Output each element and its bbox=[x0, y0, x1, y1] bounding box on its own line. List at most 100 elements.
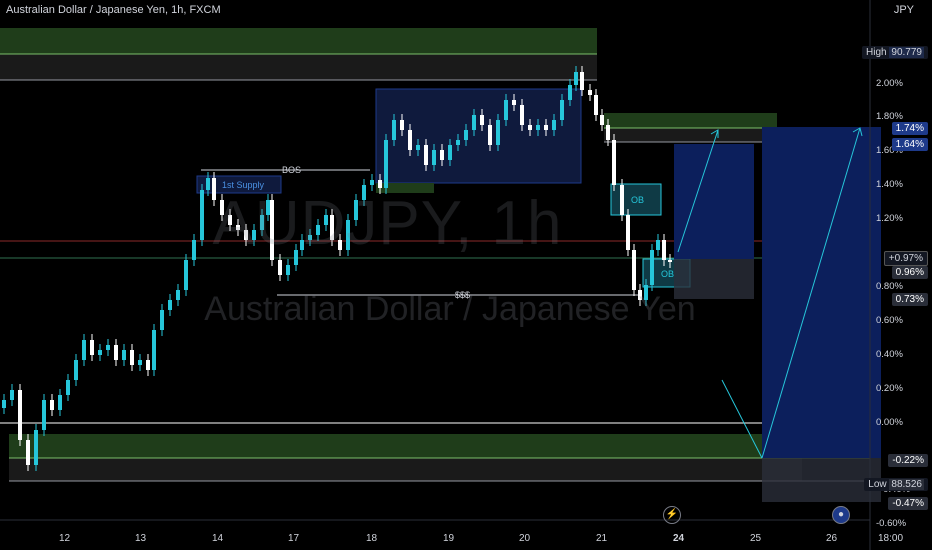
first-supply-box bbox=[196, 175, 282, 194]
candle-body bbox=[656, 240, 660, 250]
candle-body bbox=[424, 145, 428, 165]
long-position-1-target[interactable] bbox=[674, 144, 754, 259]
candle-body bbox=[66, 380, 70, 395]
candle-body bbox=[632, 250, 636, 290]
low-value: 88.526 bbox=[889, 479, 924, 490]
candle-body bbox=[650, 250, 654, 285]
candle-body bbox=[26, 440, 30, 465]
candle-body bbox=[106, 345, 110, 350]
x-tick: 25 bbox=[750, 533, 762, 544]
top-zone-green bbox=[0, 28, 597, 54]
candle-body bbox=[58, 395, 62, 410]
x-tick: 18 bbox=[366, 533, 378, 544]
candle-body bbox=[212, 178, 216, 200]
candle-body bbox=[236, 225, 240, 230]
candle-body bbox=[668, 260, 672, 262]
x-tick: 24 bbox=[673, 533, 685, 544]
badge-current: +0.97% bbox=[883, 251, 928, 266]
candles-group bbox=[2, 66, 672, 471]
chart-title: Australian Dollar / Japanese Yen, 1h, FX… bbox=[6, 4, 221, 16]
low-label: Low bbox=[868, 479, 887, 490]
y-tick: 2.00% bbox=[876, 78, 903, 89]
candle-body bbox=[496, 120, 500, 145]
bos-label: BOS bbox=[282, 165, 302, 175]
lightning-icon[interactable]: ⚡ bbox=[663, 506, 681, 524]
candle-body bbox=[252, 230, 256, 240]
candle-body bbox=[662, 240, 666, 260]
candle-body bbox=[408, 130, 412, 150]
candle-body bbox=[606, 125, 610, 140]
candle-body bbox=[638, 290, 642, 300]
x-tick: 19 bbox=[443, 533, 455, 544]
long-position-2-stop[interactable] bbox=[762, 458, 881, 502]
long-position-1-stop[interactable] bbox=[674, 259, 754, 299]
candle-body bbox=[580, 72, 584, 90]
candle-body bbox=[152, 330, 156, 370]
candle-body bbox=[192, 240, 196, 260]
candle-body bbox=[626, 215, 630, 250]
candle-body bbox=[122, 350, 126, 360]
right-zone-green bbox=[604, 113, 777, 128]
candle-body bbox=[286, 265, 290, 275]
range-demand bbox=[376, 183, 434, 193]
candle-body bbox=[612, 140, 616, 185]
candle-body bbox=[324, 215, 328, 225]
high-label: High bbox=[866, 47, 887, 58]
candle-body bbox=[338, 240, 342, 250]
news-icon[interactable]: ● bbox=[832, 506, 850, 524]
x-tick: 26 bbox=[826, 533, 838, 544]
currency-label: JPY bbox=[893, 4, 914, 16]
candle-body bbox=[160, 310, 164, 330]
candle-body bbox=[90, 340, 94, 355]
high-value: 90.779 bbox=[889, 47, 924, 58]
supply-label: 1st Supply bbox=[222, 180, 265, 190]
candle-body bbox=[464, 130, 468, 140]
candle-body bbox=[480, 115, 484, 125]
candle-body bbox=[130, 350, 134, 365]
ob-lower-label: OB bbox=[661, 269, 675, 279]
candle-body bbox=[552, 120, 556, 130]
candle-body bbox=[114, 345, 118, 360]
top-zone-grey bbox=[0, 54, 597, 80]
candle-body bbox=[370, 180, 374, 185]
candle-body bbox=[512, 100, 516, 105]
candle-body bbox=[184, 260, 188, 290]
x-tick: 18:00 bbox=[878, 533, 904, 544]
y-tick: 1.80% bbox=[876, 111, 903, 122]
candle-body bbox=[244, 230, 248, 240]
candle-body bbox=[138, 360, 142, 365]
candle-body bbox=[34, 430, 38, 465]
candle-body bbox=[528, 125, 532, 130]
candle-body bbox=[260, 215, 264, 230]
candle-body bbox=[440, 150, 444, 160]
candle-body bbox=[220, 200, 224, 215]
candle-body bbox=[400, 120, 404, 130]
candle-body bbox=[206, 178, 210, 190]
badge-073: 0.73% bbox=[891, 293, 928, 306]
candle-body bbox=[42, 400, 46, 430]
candle-body bbox=[362, 185, 366, 200]
candle-body bbox=[416, 145, 420, 150]
y-tick: 0.00% bbox=[876, 417, 903, 428]
y-tick: 1.40% bbox=[876, 179, 903, 190]
bottom-zone-green bbox=[9, 434, 802, 458]
candle-body bbox=[378, 180, 382, 188]
candle-body bbox=[354, 200, 358, 220]
candle-body bbox=[98, 350, 102, 355]
candle-body bbox=[10, 390, 14, 400]
candle-body bbox=[270, 200, 274, 260]
right-zone-grey bbox=[604, 128, 777, 142]
liquidity-label: $$$ bbox=[455, 290, 471, 300]
candle-body bbox=[346, 220, 350, 250]
candle-body bbox=[588, 90, 592, 95]
badge-164: 1.64% bbox=[891, 138, 928, 151]
candle-body bbox=[520, 105, 524, 125]
long-position-2-target[interactable] bbox=[762, 127, 881, 458]
x-tick: 21 bbox=[596, 533, 608, 544]
watermark-name: Australian Dollar / Japanese Yen bbox=[204, 290, 696, 328]
candle-body bbox=[620, 185, 624, 215]
y-tick: 0.60% bbox=[876, 315, 903, 326]
range-box bbox=[375, 88, 582, 184]
x-tick: 17 bbox=[288, 533, 300, 544]
